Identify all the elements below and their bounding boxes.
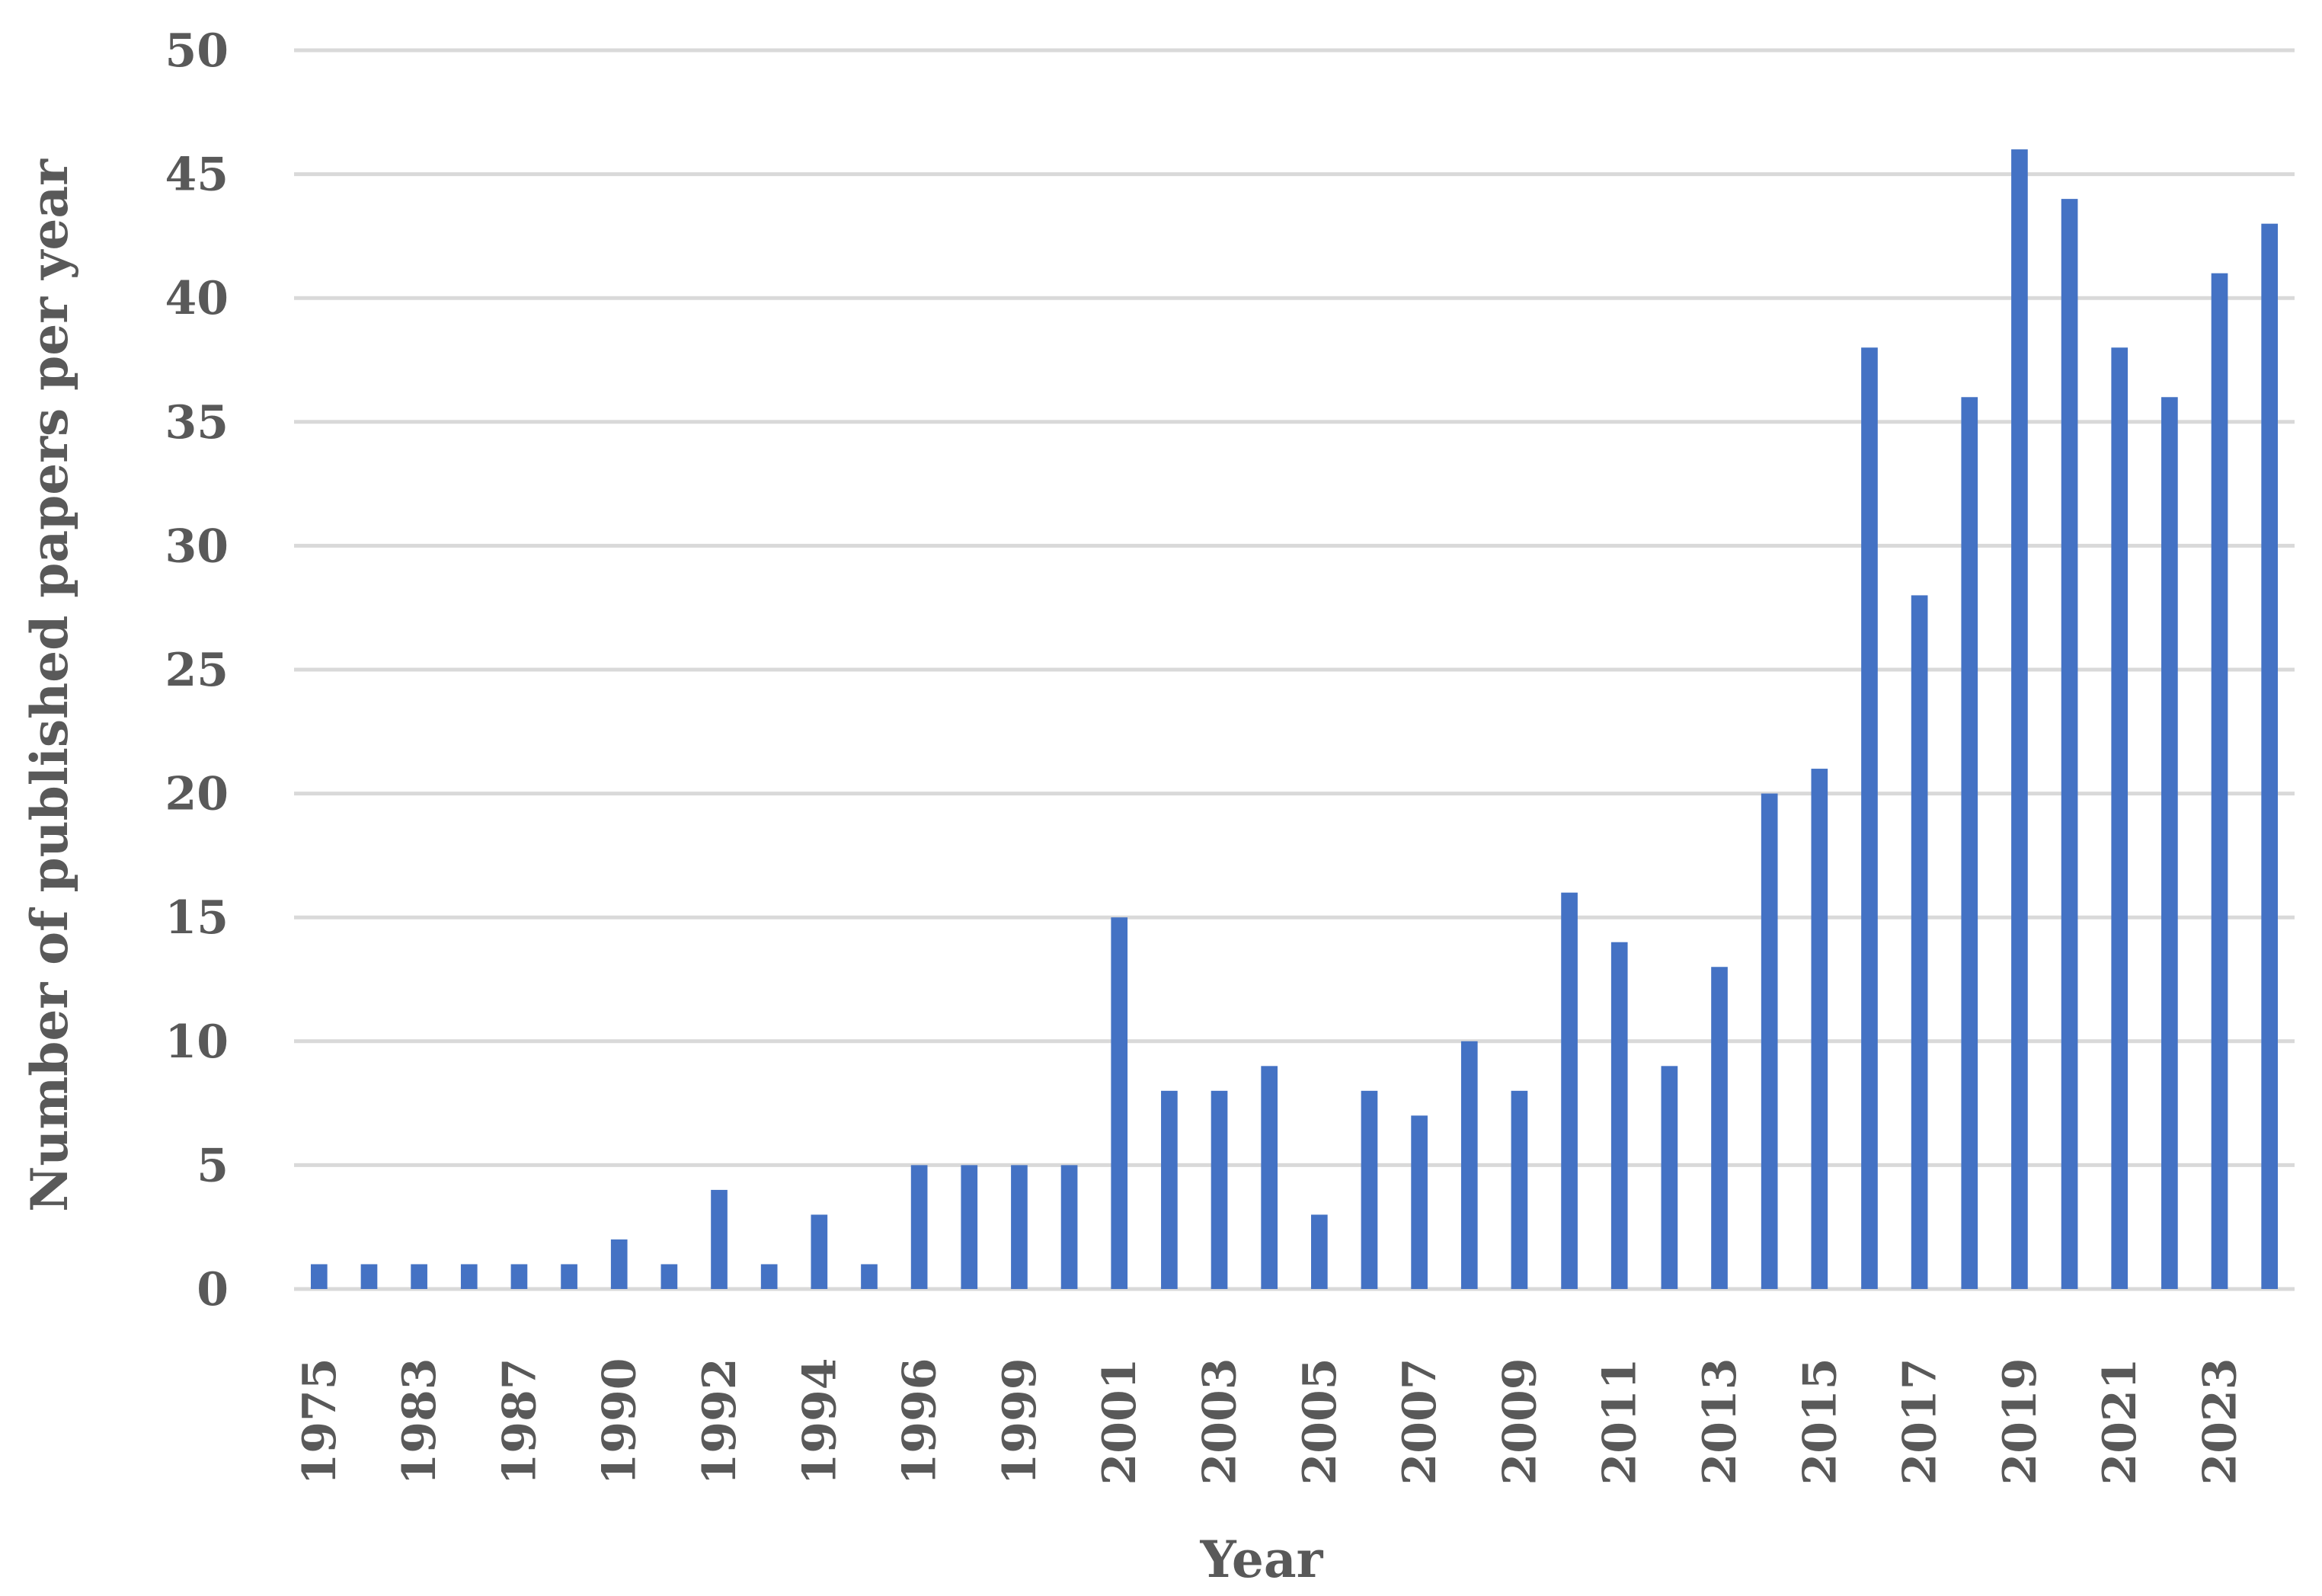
x-tick-label: 1983	[393, 1358, 446, 1486]
bar	[1460, 1041, 1478, 1289]
bar	[1310, 1214, 1328, 1289]
bar	[1761, 793, 1778, 1289]
x-tick-label: 2015	[1793, 1358, 1847, 1486]
y-tick-label: 15	[165, 891, 229, 945]
bar	[760, 1264, 778, 1289]
bar	[2061, 199, 2078, 1289]
x-tick-label: 2007	[1393, 1358, 1447, 1486]
x-tick-label: 1994	[793, 1358, 846, 1486]
bar	[2161, 397, 2178, 1289]
bar	[1711, 967, 1728, 1289]
bar	[310, 1264, 328, 1289]
bar	[360, 1264, 378, 1289]
y-tick-label: 5	[197, 1139, 229, 1192]
bar	[510, 1264, 528, 1289]
x-tick-label: 2003	[1194, 1358, 1247, 1486]
x-tick-label: 2011	[1594, 1358, 1647, 1486]
bar	[861, 1264, 878, 1289]
bar	[411, 1264, 427, 1289]
bar	[1161, 1090, 1178, 1289]
x-tick-label: 2023	[2194, 1358, 2247, 1486]
y-tick-label: 10	[165, 1015, 229, 1069]
x-tick-label: 1990	[593, 1358, 647, 1486]
bar	[2261, 223, 2279, 1289]
x-tick-label: 1987	[493, 1358, 546, 1486]
bar	[2211, 273, 2228, 1290]
bar	[1561, 892, 1578, 1289]
y-tick-label: 0	[197, 1263, 229, 1316]
x-tick-label: 2017	[1894, 1358, 1947, 1486]
bar	[1361, 1090, 1378, 1289]
x-tick-label: 1975	[293, 1358, 347, 1486]
bar	[1411, 1115, 1428, 1289]
x-tick-label: 2005	[1294, 1358, 1347, 1486]
bar	[1610, 942, 1628, 1289]
x-tick-label: 2009	[1493, 1358, 1546, 1486]
bar	[1111, 917, 1128, 1289]
bar	[961, 1165, 978, 1289]
bar	[1511, 1090, 1528, 1289]
y-tick-label: 45	[165, 149, 229, 202]
x-axis-ticks: 1975 1983 1987 1990 1992 1994 1996 1999 2001 2003…	[293, 1358, 2247, 1486]
bar	[1961, 397, 1978, 1289]
bar	[1911, 595, 1928, 1289]
bar	[460, 1264, 478, 1289]
x-tick-label: 2013	[1694, 1358, 1747, 1486]
y-tick-label: 40	[165, 272, 229, 325]
x-axis-title: Year	[1200, 1530, 1324, 1589]
bar	[610, 1239, 628, 1289]
bar	[1861, 347, 1878, 1289]
bar	[1060, 1165, 1078, 1289]
y-axis-ticks: 0 5 10 15 20 25 30 35 40 45 50	[165, 24, 229, 1316]
bar	[2011, 149, 2028, 1290]
bar	[811, 1214, 828, 1289]
bar	[1811, 769, 1828, 1289]
bar	[910, 1165, 928, 1289]
bars	[310, 149, 2279, 1290]
x-tick-label: 1999	[993, 1358, 1047, 1486]
gridlines	[294, 48, 2295, 1291]
x-tick-label: 1996	[894, 1358, 947, 1486]
bar	[1261, 1066, 1278, 1289]
y-tick-label: 50	[165, 24, 229, 78]
bar	[1661, 1066, 1678, 1289]
y-tick-label: 35	[165, 396, 229, 449]
bar	[561, 1264, 577, 1289]
x-tick-label: 1992	[693, 1358, 747, 1486]
bar	[1011, 1165, 1028, 1289]
bar	[2111, 347, 2128, 1289]
y-tick-label: 25	[165, 644, 229, 697]
x-tick-label: 2001	[1093, 1358, 1147, 1486]
bar	[1211, 1090, 1228, 1289]
x-tick-label: 2019	[1994, 1358, 2047, 1486]
y-tick-label: 20	[165, 768, 229, 821]
y-axis-title: Number of published papers per year	[20, 158, 79, 1212]
y-tick-label: 30	[165, 520, 229, 573]
bar	[660, 1264, 678, 1289]
bar	[711, 1189, 728, 1289]
x-tick-label: 2021	[2093, 1358, 2147, 1486]
